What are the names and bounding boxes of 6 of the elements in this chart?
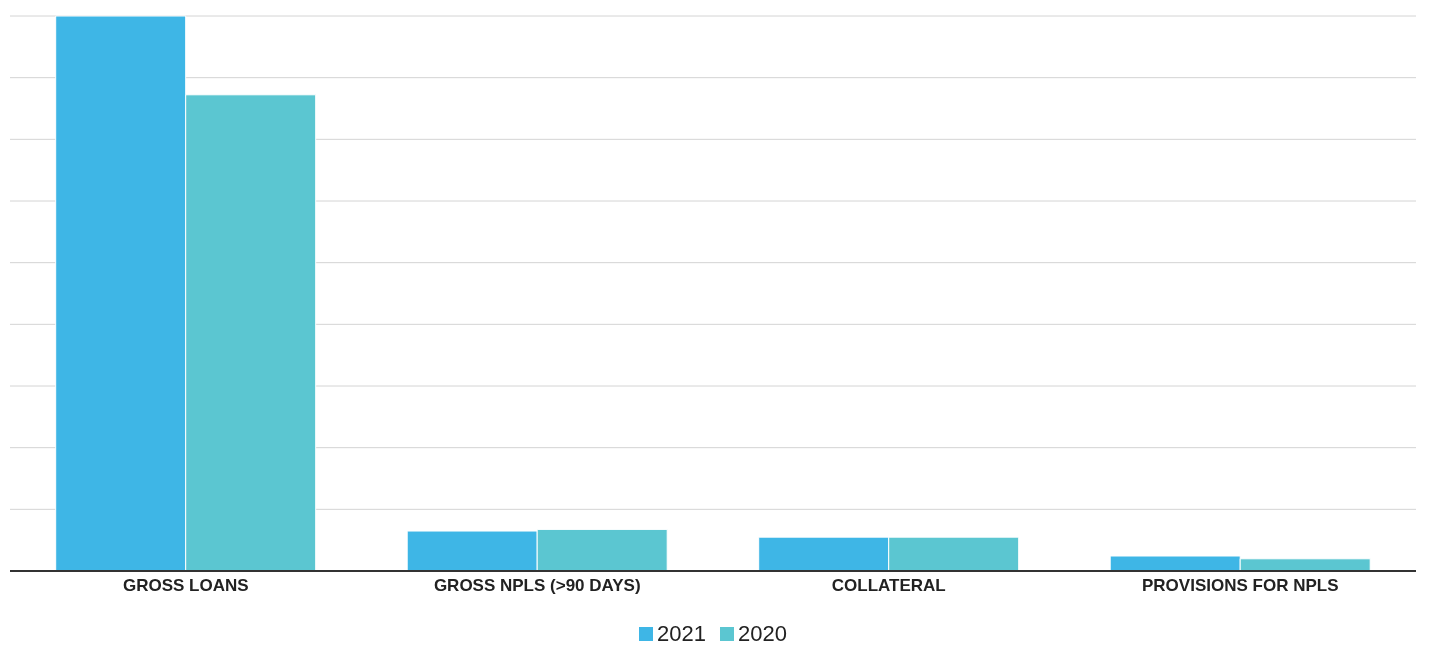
x-tick-label: GROSS NPLS (>90 DAYS) [433, 576, 641, 596]
x-tick-label: COLLATERAL [831, 576, 946, 596]
x-tick-label: PROVISIONS FOR NPLS [1142, 576, 1339, 596]
legend-label: 2020 [737, 621, 787, 647]
legend-label: 2021 [656, 621, 706, 647]
x-tick-label: GROSS LOANS [122, 576, 249, 596]
